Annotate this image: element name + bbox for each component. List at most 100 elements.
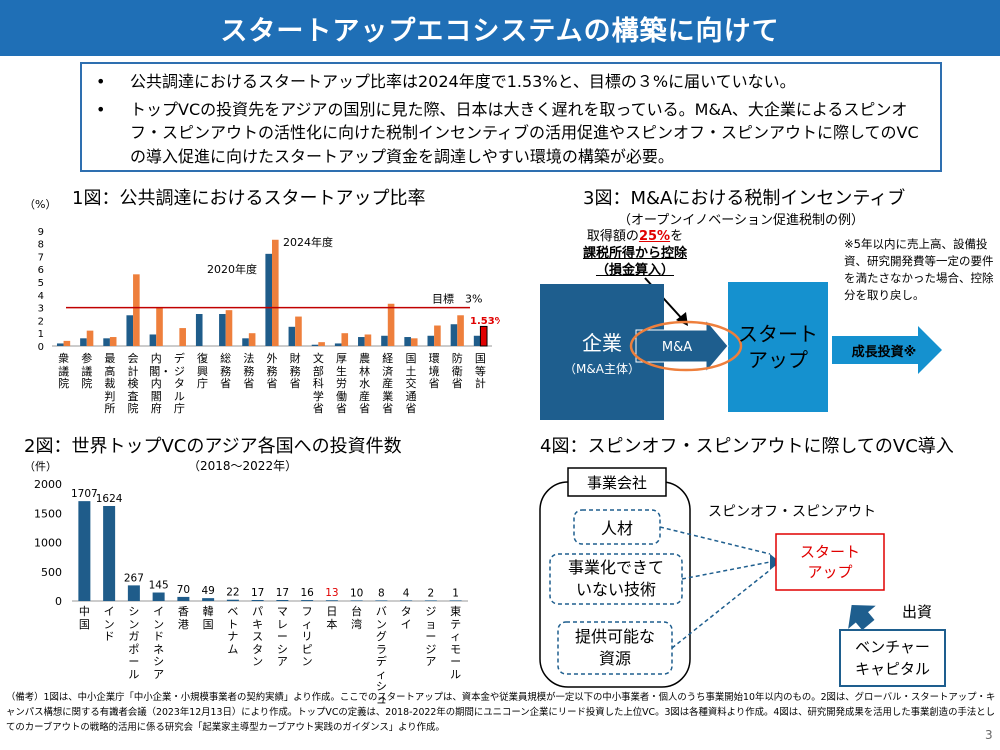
fig1-x-label: 参議院 [81,352,93,390]
startup-line2: アップ [748,348,808,372]
fig1-bar-2024 [63,340,71,346]
fig2-data-label: 49 [201,585,214,597]
page-number: 3 [985,728,993,742]
fig2-bar [276,600,289,601]
ma-label: M&A [661,339,693,355]
startup-box: スタート アップ [728,282,828,412]
growth-label: 成長投資※ [851,344,917,360]
fig1-value-label: 1.53% [470,316,500,327]
fig2-bar [226,599,239,601]
fig1-x-label: 経済産業省 [382,352,394,415]
fig1-x-label: 農林水産省 [359,352,371,415]
fig2-x-label: ベトナム [227,605,239,656]
fig1-bar-2024 [248,333,256,346]
fig1-x-label: デジタル庁 [173,352,185,415]
fig2-data-label: 17 [251,587,264,599]
fig2-bar [375,600,388,601]
fig2-x-label: バングラディシュ [375,605,387,706]
company-sub: （M&A主体） [564,362,640,376]
bullet-text-2: トップVCの投資先をアジアの国別に見た際、日本は大きく遅れを取っている。M&A、… [130,99,919,166]
link-arrowhead [770,554,780,570]
summary-box: • 公共調達におけるスタートアップ比率は2024年度で1.53%と、目標の３%に届… [80,62,942,172]
fig3-diagram [540,277,942,420]
fig1-bar-2020 [334,343,342,346]
fig2-data-label: 4 [403,587,410,599]
fig1-bar-2020 [242,338,249,346]
fig1-x-label: 防衛省 [451,352,463,390]
fig3-annotation: 取得額の25%を 課税所得から控除 （損金算入） [560,228,710,279]
fig2-x-label: 東ティモール [450,605,462,681]
fig1-y-tick: 6 [38,265,44,276]
fig1-bar-2024 [364,334,372,346]
fig1-bar-2020 [219,314,226,346]
link-2 [681,561,771,580]
fig2-y-tick: 0 [55,595,62,608]
footnote: （備考）1図は、中小企業庁「中小企業・小規模事業者の契約実績」より作成。ここでの… [6,692,996,733]
fig2-bar [152,592,165,601]
fig1-bar-2024 [225,310,233,346]
fig2-bar [325,600,338,601]
fig1-bar-2024 [109,337,117,346]
fig1-target-label: 目標 3% [432,292,482,306]
fig2-x-label: 日本 [326,605,338,631]
page-title: スタートアップエコシステムの構築に向けて [0,0,1000,56]
annot-prefix: 取得額の [586,229,639,244]
fig1-unit: （%） [24,198,57,211]
fig1-bar-2020 [195,314,203,346]
fig2-bar [103,505,116,601]
fig1-bar-2024 [295,316,302,346]
fig2-x-label: インドネシア [153,605,165,681]
fig2-bar [301,600,314,601]
fig1-y-tick: 0 [38,342,44,353]
fig1-bar-2020 [311,344,319,346]
vc-l2: キャピタル [854,660,930,678]
fig2-data-label: 70 [177,584,190,596]
fig2-period: （2018〜2022年） [188,459,298,473]
fig1-bar-2024 [341,333,349,346]
fig2-data-label: 17 [276,587,289,599]
fig1-y-tick: 4 [38,291,44,302]
item2-line2: いない技術 [575,580,656,599]
fig1-bar-2020 [473,335,481,346]
fig1-bar-2024 [272,239,279,346]
fig2-data-label: 13 [325,587,338,599]
fig1-x-label: 衆議院 [58,352,70,390]
bullet-1: • 公共調達におけるスタートアップ比率は2024年度で1.53%と、目標の３%に届… [96,70,930,94]
item3-line2: 資源 [598,649,631,668]
startup-red-label: スタート アップ [776,534,884,590]
fig2-bar [127,585,140,601]
fig2-x-label: 香港 [177,605,189,631]
bullet-marker: • [96,99,106,119]
fig1-bar-2020 [404,337,411,346]
company-label: 企業 [582,331,622,355]
fig2-bar [251,600,264,601]
fig1-bar-2020 [126,315,134,346]
fig2-x-labels: 中国 インド シンガポール インドネシア 香港 韓国 ベトナム パキスタン マレーシア フィリピン… [0,605,500,705]
fig2-y-tick: 1000 [34,537,62,550]
fig1-bar-2024 [434,325,441,346]
fig2-x-label: タイ [400,605,412,631]
fig2-bar [177,596,190,601]
fig1-bar-2024 [133,274,140,346]
fig2-y-tick: 2000 [34,478,62,491]
fig1-legend-2024: 2024年度 [283,235,333,249]
fig1-bar-2024 [479,325,488,347]
fig1-bar-2024 [457,315,464,346]
company-box: 企業 （M&A主体） [540,284,664,420]
bullet-2: • トップVCの投資先をアジアの国別に見た際、日本は大きく遅れを取っている。M&A… [96,98,930,169]
fig1-bar-2020 [149,334,157,346]
startup-line1: スタート [738,322,818,346]
fig1-y-tick: 9 [38,227,44,238]
fig1-y-tick: 7 [38,252,44,263]
invest-label: 出資 [902,603,933,621]
vc-box-shape [839,629,946,687]
fig1-x-label: 最高裁判所 [104,352,116,415]
fig1-x-label: 財務省 [289,352,301,390]
fig1-bar-2024 [156,307,163,346]
fig2-data-label: 1624 [96,493,123,505]
fig2-x-label: フィリピン [301,605,313,668]
fig1-x-label: 文部科学省 [312,352,324,415]
fig1-bar-2024 [387,303,395,346]
fig1-x-label: 総務省 [220,352,232,390]
ma-ellipse [629,320,743,372]
